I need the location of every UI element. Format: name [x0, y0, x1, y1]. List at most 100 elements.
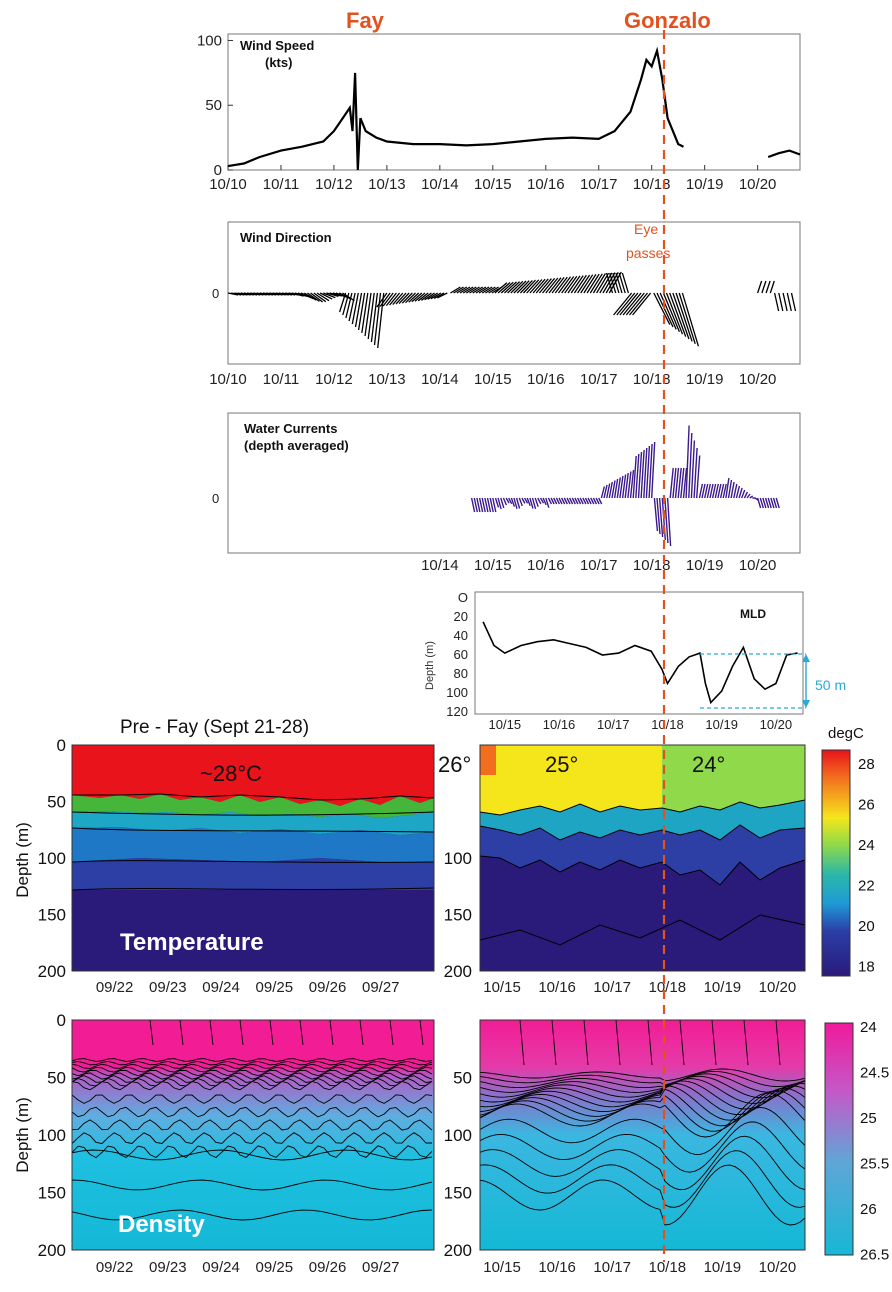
- density-right-contours: [479, 1019, 806, 1226]
- temp-left-xtick-label: 09/25: [256, 979, 294, 996]
- temp-left-contour-b: [71, 860, 435, 863]
- water-currents-arrow: [547, 497, 553, 505]
- density-right-contour: [583, 1019, 589, 1066]
- wind-direction-arrow: [665, 292, 684, 335]
- density-right-bg: [480, 1020, 805, 1250]
- density-left-contour: [71, 1179, 433, 1191]
- wind-speed-xtick-label: 10/20: [739, 176, 777, 193]
- wind-direction-arrow: [653, 292, 671, 325]
- wind-direction-arrow: [361, 292, 369, 334]
- wind-direction-arrow: [478, 286, 490, 294]
- temp-right-ytick-label: 100: [444, 849, 472, 868]
- temp-left-annotation: ~28°C: [200, 761, 262, 786]
- water-currents-arrow: [576, 497, 582, 505]
- wind-direction-arrow: [589, 273, 603, 294]
- water-currents-arrow: [505, 497, 510, 504]
- water-currents-subtitle: (depth averaged): [244, 438, 349, 453]
- wind-direction-arrow: [586, 273, 600, 294]
- temp-colorbar-label: degC: [828, 725, 864, 742]
- temp-right-ytick-label: 150: [444, 906, 472, 925]
- wind-direction-arrow: [500, 281, 514, 294]
- water-currents-arrow: [775, 497, 780, 509]
- temp-left-thermocline: [72, 794, 434, 818]
- wind-speed-xtick-label: 10/13: [368, 176, 406, 193]
- wind-direction-arrow: [523, 279, 536, 294]
- density-left-contour: [71, 1132, 432, 1145]
- wind-direction-arrow: [303, 292, 317, 301]
- density-right-contour: [775, 1019, 781, 1066]
- density-left-contour: [419, 1019, 424, 1046]
- mld-ytick-label: 120: [446, 704, 468, 719]
- water-currents-arrow: [624, 472, 629, 499]
- wind-direction-arrow: [401, 292, 413, 304]
- mld-annotation: 50 m: [815, 677, 846, 693]
- density-right-contour: [743, 1019, 749, 1066]
- water-currents-title: Water Currents: [244, 421, 337, 436]
- mld-ytick-label: O: [458, 590, 468, 605]
- density-right-xtick-label: 10/17: [593, 1259, 631, 1276]
- wind-direction-xtick-label: 10/16: [527, 371, 565, 388]
- wind-direction-arrow: [618, 272, 626, 294]
- wind-direction-arrow: [675, 292, 693, 342]
- temp-left-ytick-label: 200: [38, 962, 66, 981]
- temp-left-xtick-label: 09/22: [96, 979, 134, 996]
- density-right-xtick-label: 10/19: [704, 1259, 742, 1276]
- water-currents-arrow: [518, 497, 523, 507]
- density-right-contour: [479, 1080, 806, 1110]
- water-currents-arrow: [762, 497, 767, 509]
- density-left-contours: [71, 1019, 433, 1221]
- wind-direction-xtick-label: 10/13: [368, 371, 406, 388]
- wind-direction-arrow: [632, 292, 652, 316]
- density-left-contour: [389, 1019, 394, 1046]
- temp-left-ytick-label: 0: [57, 736, 66, 755]
- water-currents-arrow: [672, 467, 677, 499]
- wind-direction-arrow: [456, 286, 468, 294]
- density-right-contour: [711, 1019, 717, 1066]
- water-currents-arrow: [497, 497, 502, 510]
- temp-left-contour-e: [72, 793, 435, 801]
- wind-direction-arrow: [583, 274, 597, 294]
- water-currents-arrow: [587, 497, 592, 505]
- mld-ytick-label: 20: [454, 609, 468, 624]
- water-currents-arrow: [706, 483, 711, 499]
- density-left-xtick-label: 09/27: [362, 1259, 400, 1276]
- water-currents-arrow: [537, 497, 542, 505]
- water-currents-arrow: [704, 483, 709, 499]
- density-left-contour: [71, 1093, 433, 1104]
- wind-direction-arrow: [678, 292, 696, 344]
- water-currents-panel: Water Currents (depth averaged) 0 10/14 1…: [212, 412, 801, 574]
- wind-direction-arrow: [769, 280, 775, 294]
- water-currents-arrow: [603, 484, 608, 499]
- water-currents-arrow: [539, 497, 545, 504]
- water-currents-arrow: [764, 497, 770, 509]
- water-currents-arrow: [688, 432, 693, 499]
- wind-direction-arrow: [596, 272, 610, 294]
- wind-speed-unit: (kts): [265, 55, 292, 70]
- water-currents-arrow: [553, 497, 558, 505]
- wind-direction-arrow: [545, 277, 559, 294]
- mld-xtick-label: 10/20: [760, 717, 793, 732]
- temp-left-ytick-label: 100: [38, 849, 66, 868]
- density-colorbar-tick: 25: [860, 1110, 877, 1127]
- wind-direction-arrow: [507, 281, 521, 294]
- water-currents-arrow: [759, 497, 764, 509]
- temp-left-warm-layer: [72, 745, 434, 806]
- wind-direction-arrow: [554, 276, 568, 294]
- wind-direction-ytick-0: 0: [212, 286, 219, 301]
- water-currents-arrow: [619, 475, 624, 499]
- temp-right-xtick-label: 10/19: [704, 979, 742, 996]
- wind-direction-arrow: [389, 292, 401, 306]
- water-currents-arrow: [508, 497, 513, 505]
- water-currents-arrow: [613, 478, 619, 499]
- water-currents-xtick-label: 10/18: [633, 557, 671, 574]
- temp-left-deeper-layer: [72, 858, 434, 890]
- temp-left-xtick-label: 09/27: [362, 979, 400, 996]
- wind-direction-arrow: [599, 272, 613, 294]
- mld-xtick-label: 10/17: [597, 717, 630, 732]
- wind-direction-arrow: [513, 280, 527, 294]
- water-currents-arrow: [719, 483, 725, 499]
- wind-speed-frame: [227, 33, 801, 171]
- density-left-contour: [239, 1019, 244, 1046]
- wind-direction-arrow: [612, 272, 620, 294]
- temp-left-xtick-label: 09/23: [149, 979, 187, 996]
